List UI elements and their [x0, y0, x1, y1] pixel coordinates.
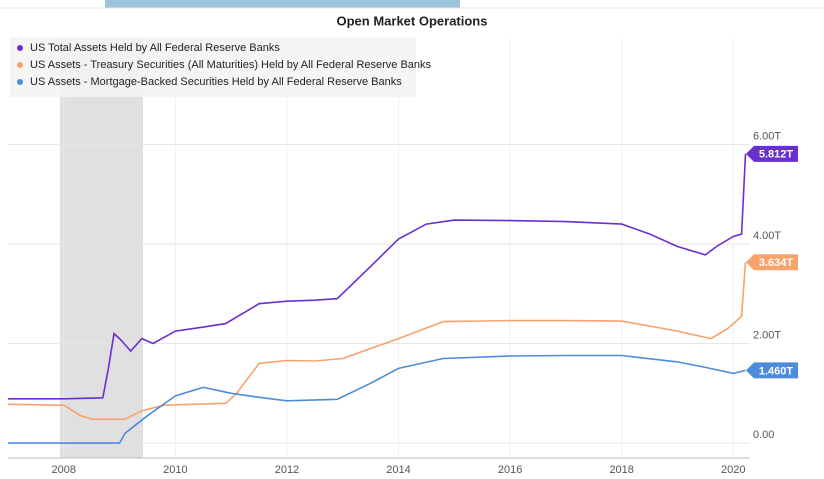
end-label: 1.460T	[746, 362, 798, 379]
legend: US Total Assets Held by All Federal Rese…	[10, 37, 432, 97]
end-label-text: 1.460T	[759, 365, 794, 377]
end-label-tag	[746, 145, 798, 162]
x-tick-label: 2012	[275, 464, 299, 476]
recession-band	[59, 38, 144, 458]
legend-label: US Total Assets Held by All Federal Rese…	[30, 42, 280, 54]
legend-marker	[17, 62, 23, 68]
y-tick-label: 6.00T	[753, 130, 781, 142]
y-tick-label: 0.00	[753, 429, 774, 441]
end-label-text: 3.634T	[759, 257, 794, 269]
top-bar	[105, 0, 460, 8]
x-tick-label: 2020	[721, 464, 745, 476]
end-label-text: 5.812T	[759, 149, 794, 161]
x-tick-label: 2010	[163, 464, 187, 476]
y-tick-label: 4.00T	[753, 230, 781, 242]
legend-label: US Assets - Mortgage-Backed Securities H…	[30, 76, 402, 88]
x-tick-label: 2014	[386, 464, 410, 476]
x-tick-label: 2008	[52, 464, 76, 476]
chart-title: Open Market Operations	[337, 13, 488, 28]
end-label: 5.812T	[746, 145, 798, 162]
series-line	[8, 153, 747, 400]
legend-box	[10, 37, 416, 97]
legend-marker	[17, 79, 23, 85]
x-tick-label: 2016	[498, 464, 522, 476]
series-line	[8, 354, 746, 444]
y-tick-label: 2.00T	[753, 329, 781, 341]
x-tick-label: 2018	[609, 464, 633, 476]
end-label: 3.634T	[746, 254, 798, 271]
series-line	[7, 262, 747, 420]
end-label-tag	[746, 254, 798, 271]
end-label-tag	[746, 362, 798, 379]
legend-marker	[17, 45, 23, 51]
legend-label: US Assets - Treasury Securities (All Mat…	[30, 59, 432, 71]
